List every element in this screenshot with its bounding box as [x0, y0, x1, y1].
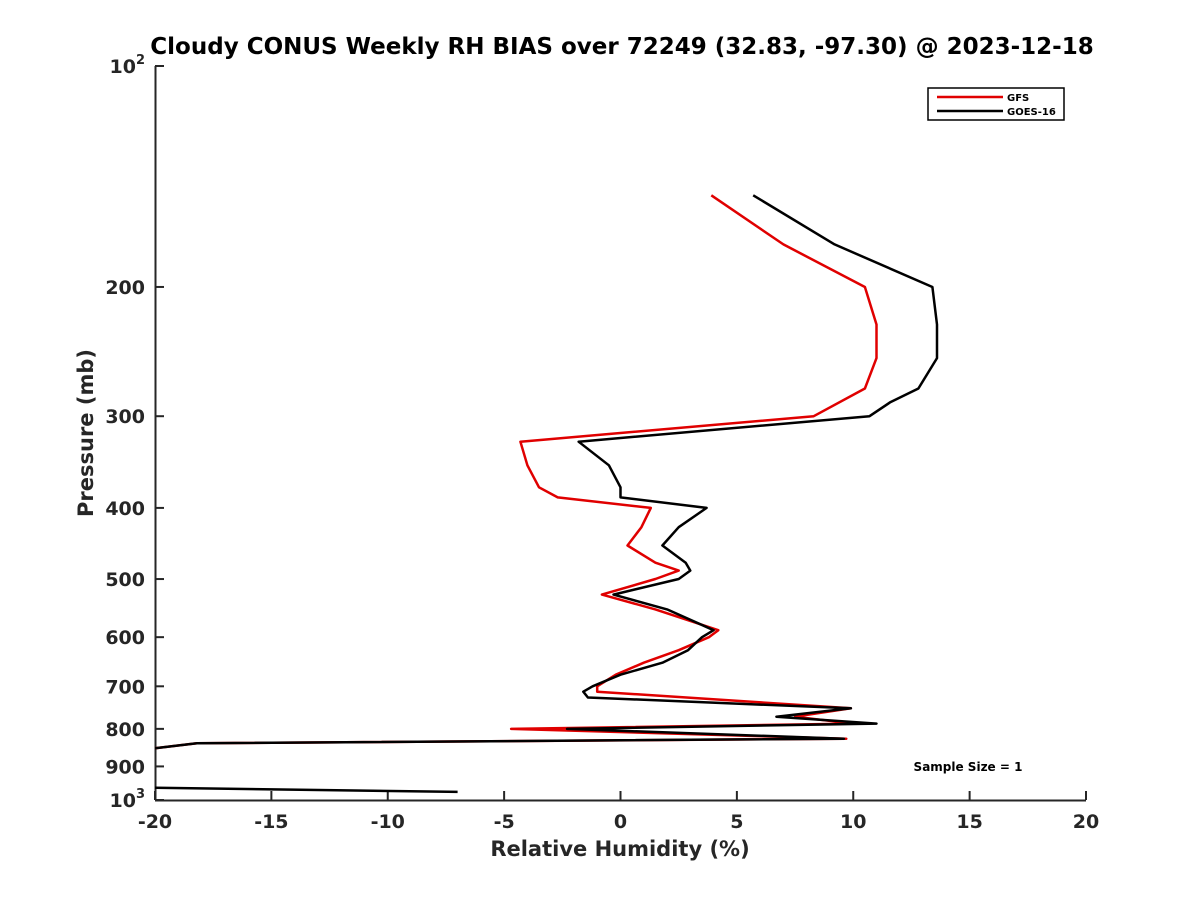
y-tick-base: 10 — [110, 56, 136, 78]
x-tick-label: 15 — [956, 811, 982, 833]
y-axis-label: Pressure (mb) — [74, 349, 98, 517]
x-tick-label: 10 — [840, 811, 866, 833]
series-lines — [154, 194, 939, 794]
y-tick-base: 500 — [105, 569, 145, 591]
y-tick-base: 700 — [105, 676, 145, 698]
y-tick-base: 10 — [110, 790, 136, 812]
y-tick-label: 103 — [110, 787, 146, 812]
y-tick-label: 300 — [105, 406, 145, 428]
y-tick-base: 600 — [105, 627, 145, 649]
series-line-goes-16 — [154, 194, 939, 750]
y-tick-base: 800 — [105, 719, 145, 741]
chart-title: Cloudy CONUS Weekly RH BIAS over 72249 (… — [150, 34, 1093, 60]
legend-label: GFS — [1007, 93, 1029, 104]
x-tick-label: -15 — [254, 811, 288, 833]
y-tick-exponent: 2 — [136, 53, 145, 68]
y-tick-label: 600 — [105, 627, 145, 649]
y-tick-base: 900 — [105, 756, 145, 778]
y-tick-label: 200 — [105, 277, 145, 299]
series-line-gfs — [154, 194, 878, 750]
y-tick-label: 900 — [105, 756, 145, 778]
x-tick-label: 20 — [1073, 811, 1099, 833]
axes-frame — [154, 66, 1086, 802]
x-tick-label: -20 — [138, 811, 172, 833]
x-tick-label: 0 — [614, 811, 627, 833]
y-tick-label: 102 — [110, 53, 146, 78]
x-tick-label: 5 — [730, 811, 743, 833]
y-tick-label: 500 — [105, 569, 145, 591]
series-line-goes-16-lower- — [154, 786, 458, 794]
x-tick-label: -5 — [494, 811, 515, 833]
y-tick-label: 400 — [105, 498, 145, 520]
y-tick-label: 800 — [105, 719, 145, 741]
y-tick-label: 700 — [105, 676, 145, 698]
y-tick-base: 400 — [105, 498, 145, 520]
y-tick-base: 300 — [105, 406, 145, 428]
legend-box — [927, 87, 1065, 121]
x-axis-label: Relative Humidity (%) — [490, 837, 749, 861]
y-tick-exponent: 3 — [136, 787, 145, 802]
x-tick-label: -10 — [371, 811, 405, 833]
x-ticks: -20 -15 -10 -5 0 5 10 15 20 — [138, 791, 1099, 833]
legend-label: GOES-16 — [1007, 107, 1056, 118]
legend: GFS GOES-16 — [927, 87, 1065, 121]
y-tick-base: 200 — [105, 277, 145, 299]
sample-size-annotation: Sample Size = 1 — [914, 760, 1023, 774]
